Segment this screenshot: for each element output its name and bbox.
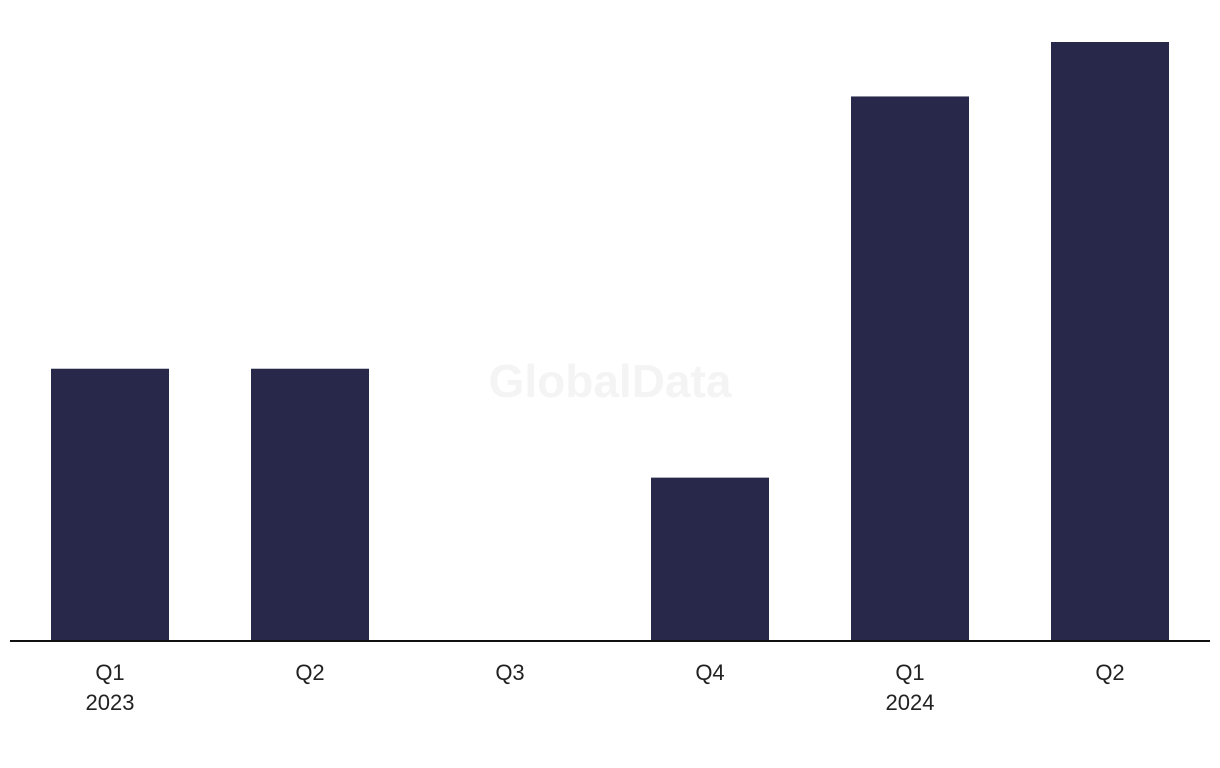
bar <box>851 96 969 642</box>
x-tick-label: Q4 <box>695 660 724 685</box>
period-label: 2023 <box>86 690 135 715</box>
period-label: 2024 <box>886 690 935 715</box>
watermark: GlobalData <box>489 355 732 407</box>
x-tick-label: Q1 <box>95 660 124 685</box>
bar <box>51 368 169 641</box>
x-tick-label: Q3 <box>495 660 524 685</box>
x-tick-label: Q2 <box>295 660 324 685</box>
bar <box>251 368 369 641</box>
x-tick-label: Q2 <box>1095 660 1124 685</box>
x-tick-label: Q1 <box>895 660 924 685</box>
bar <box>651 477 769 641</box>
bar <box>1051 42 1169 641</box>
